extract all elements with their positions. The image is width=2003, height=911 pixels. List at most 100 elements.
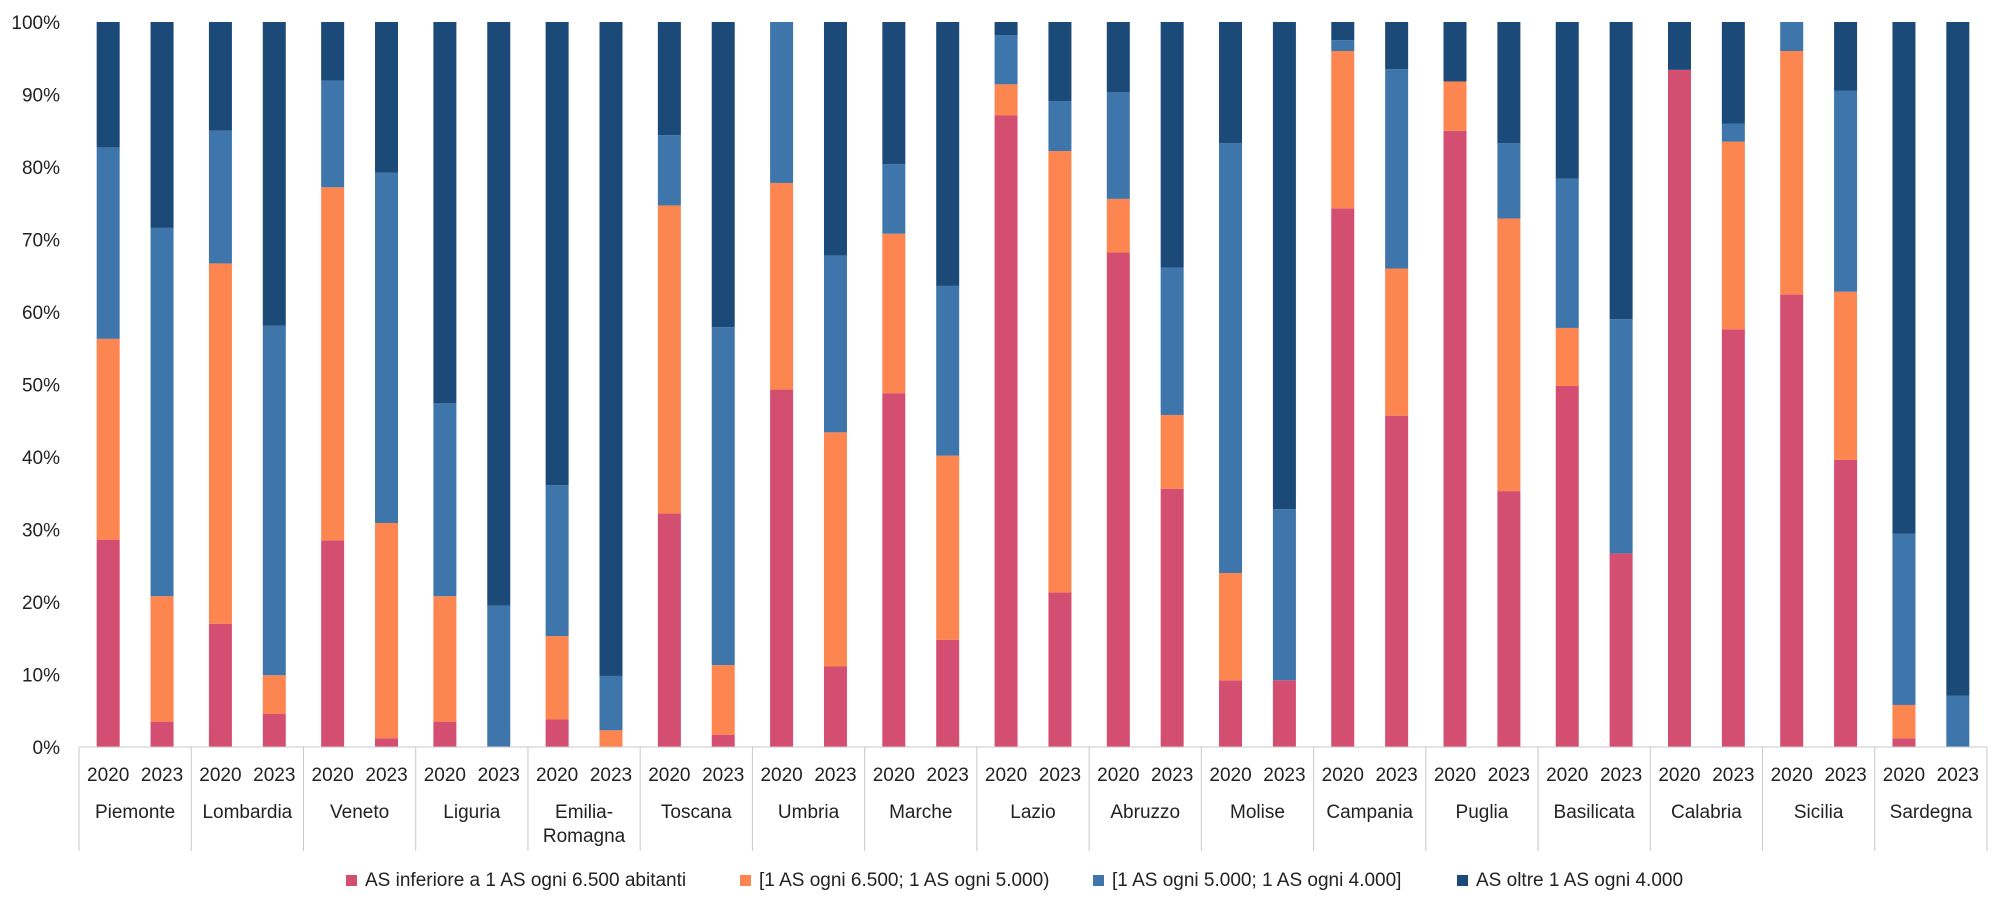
bar-segment-series-2 <box>375 522 399 739</box>
bar-segment-series-1 <box>994 115 1018 747</box>
bar-segment-series-2 <box>1892 704 1916 739</box>
x-region-label: Marche <box>889 802 952 823</box>
bar-segment-series-4 <box>1048 22 1072 102</box>
bar-segment-series-2 <box>96 338 120 540</box>
x-region-label: Toscana <box>661 802 732 823</box>
x-year-label: 2020 <box>536 765 578 786</box>
bar-segment-series-1 <box>1834 459 1858 747</box>
bar-segment-series-1 <box>936 639 960 747</box>
bar-segment-series-4 <box>711 22 735 328</box>
bar-segment-series-3 <box>599 675 623 731</box>
legend-swatch <box>740 875 751 886</box>
bar-segment-series-1 <box>657 513 681 747</box>
bar-segment-series-1 <box>96 539 120 747</box>
x-region-label: Puglia <box>1456 802 1509 823</box>
x-year-label: 2020 <box>1322 765 1364 786</box>
bar-segment-series-4 <box>1497 22 1521 144</box>
bar-segment-series-2 <box>1385 268 1409 416</box>
bar-segment-series-3 <box>487 605 511 748</box>
bar-segment-series-3 <box>1497 143 1521 219</box>
x-year-label: 2020 <box>1434 765 1476 786</box>
bar-segment-series-1 <box>1272 680 1296 747</box>
bar-segment-series-4 <box>150 22 174 228</box>
bar-segment-series-3 <box>1160 267 1184 415</box>
legend-swatch <box>1457 875 1468 886</box>
x-region-label: Veneto <box>330 802 389 823</box>
bar-segment-series-3 <box>433 403 457 597</box>
x-region-label: Romagna <box>543 826 626 847</box>
bar-segment-series-2 <box>321 187 345 541</box>
bar-segment-series-2 <box>1106 198 1130 253</box>
x-year-label: 2023 <box>141 765 183 786</box>
x-year-label: 2020 <box>873 765 915 786</box>
bar-segment-series-3 <box>823 255 847 433</box>
bar-segment-series-4 <box>1667 22 1691 70</box>
bar-segment-series-2 <box>150 596 174 722</box>
x-year-label: 2023 <box>1600 765 1642 786</box>
bar-segment-series-3 <box>936 285 960 456</box>
bar-segment-series-3 <box>1780 22 1804 51</box>
bar-segment-series-4 <box>321 22 345 81</box>
x-region-label: Molise <box>1230 802 1285 823</box>
bar-segment-series-1 <box>1219 680 1243 747</box>
bar-segment-series-3 <box>1555 178 1579 328</box>
x-year-label: 2020 <box>87 765 129 786</box>
bar-segment-series-4 <box>1219 22 1243 144</box>
x-year-label: 2023 <box>814 765 856 786</box>
bar-segment-series-2 <box>994 84 1018 116</box>
x-year-label: 2023 <box>927 765 969 786</box>
x-year-label: 2020 <box>312 765 354 786</box>
x-region-label: Sardegna <box>1890 802 1973 823</box>
x-year-label: 2023 <box>1712 765 1754 786</box>
bar-segment-series-4 <box>487 22 511 606</box>
bar-segment-series-2 <box>262 675 286 714</box>
bar-segment-series-1 <box>545 719 569 747</box>
bar-segment-series-3 <box>711 327 735 666</box>
y-tick-label: 40% <box>22 448 60 469</box>
bar-segment-series-3 <box>1385 69 1409 269</box>
bar-segment-series-2 <box>1443 81 1467 131</box>
bar-segment-series-2 <box>1219 573 1243 681</box>
legend: AS inferiore a 1 AS ogni 6.500 abitanti [… <box>346 870 1683 891</box>
bar-segment-series-3 <box>1106 92 1130 199</box>
y-tick-label: 0% <box>33 738 61 759</box>
x-region-label: Abruzzo <box>1110 802 1180 823</box>
y-tick-label: 80% <box>22 158 60 179</box>
x-year-label: 2020 <box>424 765 466 786</box>
x-year-label: 2020 <box>1546 765 1588 786</box>
bar-segment-series-4 <box>208 22 232 131</box>
x-year-label: 2023 <box>1937 765 1979 786</box>
x-year-label: 2023 <box>1488 765 1530 786</box>
bar-segment-series-4 <box>1160 22 1184 268</box>
bar-segment-series-2 <box>1497 218 1521 492</box>
bar-segment-series-2 <box>1160 414 1184 489</box>
x-year-label: 2023 <box>365 765 407 786</box>
x-year-label: 2023 <box>590 765 632 786</box>
bar-segment-series-1 <box>711 734 735 747</box>
bar-segment-series-4 <box>1331 22 1355 41</box>
bar-segment-series-1 <box>150 721 174 748</box>
bar-segment-series-3 <box>545 485 569 637</box>
x-year-label: 2020 <box>1883 765 1925 786</box>
x-region-label: Campania <box>1326 802 1413 823</box>
bars <box>96 22 1970 748</box>
bar-segment-series-1 <box>208 623 232 747</box>
x-region-label: Piemonte <box>95 802 175 823</box>
bar-segment-series-4 <box>599 22 623 676</box>
bar-segment-series-4 <box>994 22 1018 36</box>
bar-segment-series-2 <box>599 730 623 747</box>
x-region-label: Lazio <box>1010 802 1055 823</box>
bar-segment-series-1 <box>1331 208 1355 747</box>
bar-segment-series-4 <box>1721 22 1745 124</box>
bar-segment-series-2 <box>1331 51 1355 209</box>
bar-segment-series-3 <box>1272 509 1296 681</box>
bar-segment-series-4 <box>936 22 960 286</box>
bar-segment-series-4 <box>1834 22 1858 91</box>
x-region-label: Umbria <box>778 802 840 823</box>
bar-segment-series-4 <box>375 22 399 173</box>
bar-segment-series-3 <box>1331 40 1355 52</box>
bar-segment-series-4 <box>1106 22 1130 93</box>
bar-segment-series-3 <box>657 135 681 206</box>
legend-label: [1 AS ogni 6.500; 1 AS ogni 5.000) <box>759 870 1050 891</box>
